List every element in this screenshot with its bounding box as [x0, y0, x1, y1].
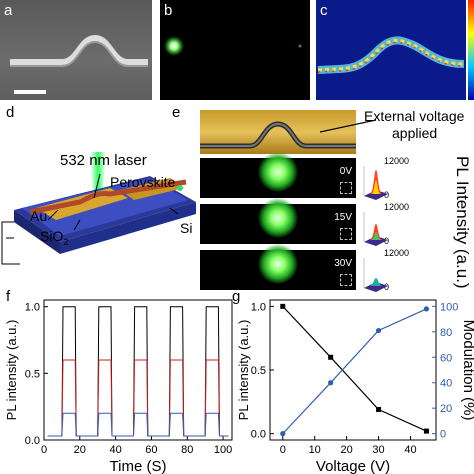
laser-spot: [164, 36, 184, 56]
chart-g: 0 10 20 30 40 0.0 0.5 1.0 0 20 40 60 80 100 Voltage (V…: [236, 299, 474, 474]
voltage-label-0v: 0V: [339, 166, 352, 177]
plot-frame: [43, 299, 233, 441]
y2-tick-label: 40: [440, 378, 452, 390]
y-tick-label: 0.5: [251, 365, 266, 377]
panel-label-e: e: [172, 104, 181, 121]
y-tick-label: 0.5: [25, 368, 40, 380]
y-axis-label: PL intensity (a.u.): [4, 320, 19, 421]
pl-image-0v: 0V: [200, 152, 356, 198]
inset-3d-30v: 12000 0: [362, 248, 418, 294]
data-point: [328, 354, 334, 360]
pl-intensity-axis-label: PL Intensity (a.u.): [453, 156, 472, 289]
panel-a-sem-image: a: [0, 0, 152, 100]
series-line-1: [282, 308, 427, 435]
sio2-label: SiO2: [40, 228, 69, 247]
panel-label-d: d: [6, 104, 15, 121]
panel-b-pl-image: b: [160, 0, 310, 100]
inset-3d-15v: 12000 0: [362, 202, 418, 248]
series-line-0: [47, 306, 229, 437]
data-point: [280, 431, 286, 437]
au-label: Au: [30, 208, 48, 224]
panel-label-g: g: [232, 288, 241, 305]
perovskite-label: Perovskite: [110, 174, 176, 190]
y2-tick-label: 80: [440, 327, 452, 339]
x-tick-label: 40: [109, 444, 121, 456]
x-axis-label: Voltage (V): [316, 458, 390, 474]
voltage-annotation-line2: applied: [392, 125, 438, 141]
panel-c-field-map: c: [316, 0, 466, 100]
x-tick-label: 30: [372, 444, 384, 456]
y-axis-label: PL intensity (a.u.): [236, 320, 251, 421]
chart-f: 0 20 40 60 80 100 0.0 0.5 1.0 Time (S) PL intensit…: [4, 299, 233, 474]
pl-image-30v: 30V: [200, 244, 356, 290]
panel-label-c: c: [320, 2, 328, 19]
x-tick-label: 40: [404, 444, 416, 456]
data-point: [280, 303, 286, 309]
plot-frame: [269, 299, 437, 441]
x-tick-label: 60: [145, 444, 157, 456]
y-tick-label: 0.0: [251, 429, 266, 441]
pl-image-15v: 15V: [200, 198, 356, 244]
voltage-label-30v: 30V: [334, 258, 352, 269]
inset-3d-0v: 12000 0: [362, 156, 418, 202]
y-tick-label: 0.0: [25, 435, 40, 447]
x-axis-label: Time (S): [110, 458, 167, 474]
device-schematic: [1, 152, 196, 265]
voltage-label-15v: 15V: [334, 212, 352, 223]
data-point: [328, 380, 334, 386]
y2-tick-label: 20: [440, 403, 452, 415]
scale-bar: [14, 90, 46, 94]
x-tick-label: 0: [280, 444, 286, 456]
panel-label-a: a: [4, 2, 13, 19]
y2-tick-label: 100: [440, 301, 458, 313]
series-line-2: [47, 412, 229, 437]
panel-label-f: f: [6, 288, 11, 305]
x-tick-label: 100: [214, 444, 232, 456]
panel-label-b: b: [164, 2, 173, 19]
y-tick-label: 1.0: [25, 302, 40, 314]
y-tick-label: 1.0: [251, 301, 266, 313]
colorbar: [468, 0, 474, 100]
laser-label: 532 nm laser: [60, 152, 147, 169]
series-line-1: [47, 359, 229, 437]
laser-beam: [90, 152, 106, 220]
y2-tick-label: 0: [440, 429, 446, 441]
x-tick-label: 10: [309, 444, 321, 456]
data-point: [375, 327, 382, 334]
y2-axis-label: Modulation (%): [460, 320, 474, 421]
series-line-0: [282, 305, 427, 432]
x-tick-label: 0: [41, 444, 47, 456]
voltage-annotation-line1: External voltage: [364, 108, 465, 124]
si-label: Si: [180, 220, 193, 236]
output-spot: [298, 44, 302, 48]
x-tick-label: 20: [74, 444, 86, 456]
x-tick-label: 80: [181, 444, 193, 456]
optical-image: [200, 110, 356, 154]
y2-tick-label: 60: [440, 352, 452, 364]
data-point: [423, 306, 430, 312]
x-tick-label: 20: [340, 444, 352, 456]
sem-waveguide: [10, 34, 148, 94]
data-point: [376, 406, 382, 412]
data-point: [423, 428, 429, 434]
